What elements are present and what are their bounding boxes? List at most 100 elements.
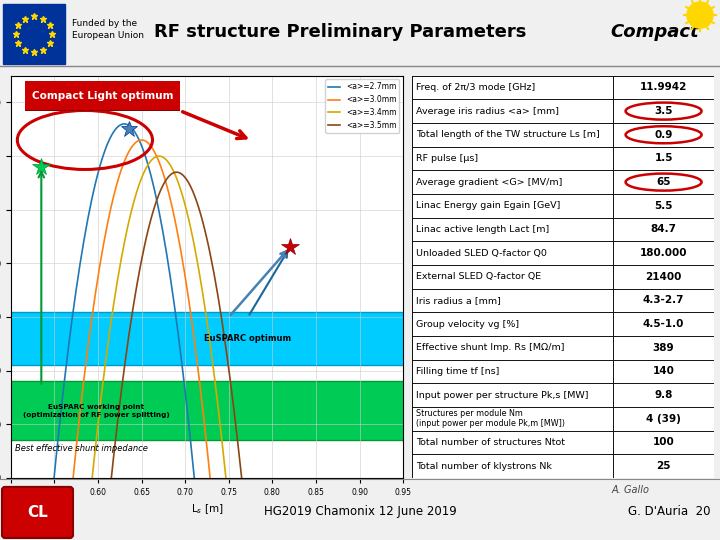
Text: Group velocity vg [%]: Group velocity vg [%]	[416, 320, 520, 328]
<a>=2.7mm	[381, 502, 390, 508]
<a>=3.0mm	[79, 377, 88, 384]
Text: 180.000: 180.000	[640, 248, 688, 258]
<a>=2.7mm	[111, 126, 120, 133]
Bar	[412, 312, 613, 336]
Text: 4.3-2.7: 4.3-2.7	[643, 295, 684, 306]
FancyBboxPatch shape	[0, 381, 720, 440]
Line: <a>=2.7mm: <a>=2.7mm	[11, 124, 403, 505]
<a>=3.0mm	[30, 502, 39, 508]
Bar	[613, 430, 714, 454]
<a>=2.7mm	[367, 502, 376, 508]
Text: 4.5-1.0: 4.5-1.0	[643, 319, 684, 329]
<a>=2.7mm	[30, 502, 39, 508]
Text: 389: 389	[653, 343, 675, 353]
Text: Total number of klystrons Nk: Total number of klystrons Nk	[416, 462, 552, 470]
<a>=3.4mm	[154, 153, 163, 159]
Legend: <a>=2.7mm, <a>=3.0mm, <a>=3.4mm, <a>=3.5mm: <a>=2.7mm, <a>=3.0mm, <a>=3.4mm, <a>=3.5…	[325, 79, 400, 133]
Text: EuSPARC optimum: EuSPARC optimum	[204, 334, 292, 343]
Text: RF structure Preliminary Parameters: RF structure Preliminary Parameters	[154, 23, 526, 41]
Text: HG2019 Chamonix 12 June 2019: HG2019 Chamonix 12 June 2019	[264, 505, 456, 518]
Bar	[613, 218, 714, 241]
Text: A. Gallo: A. Gallo	[612, 485, 650, 495]
<a>=3.0mm	[399, 502, 408, 508]
FancyBboxPatch shape	[2, 487, 73, 538]
Text: 25: 25	[657, 461, 671, 471]
Bar	[613, 123, 714, 146]
<a>=3.5mm	[30, 502, 39, 508]
Bar	[412, 430, 613, 454]
Text: Total length of the TW structure Ls [m]: Total length of the TW structure Ls [m]	[416, 130, 600, 139]
<a>=3.4mm	[367, 502, 376, 508]
Line: <a>=3.0mm: <a>=3.0mm	[11, 140, 403, 505]
Bar	[412, 218, 613, 241]
Bar	[412, 360, 613, 383]
<a>=3.0mm	[381, 502, 390, 508]
<a>=3.4mm	[381, 502, 390, 508]
Bar	[613, 454, 714, 478]
Text: 1.5: 1.5	[654, 153, 672, 164]
Bar	[3, 4, 65, 64]
Text: Compact: Compact	[610, 23, 698, 41]
Bar	[613, 76, 714, 99]
Bar	[412, 265, 613, 288]
Bar	[412, 241, 613, 265]
<a>=3.4mm	[6, 502, 15, 508]
Text: Filling time tf [ns]: Filling time tf [ns]	[416, 367, 500, 376]
Text: 3.5: 3.5	[654, 106, 672, 116]
Bar	[613, 265, 714, 288]
<a>=3.5mm	[79, 502, 88, 508]
Bar	[613, 336, 714, 360]
Text: Linac Energy gain Egain [GeV]: Linac Energy gain Egain [GeV]	[416, 201, 561, 210]
Bar	[613, 312, 714, 336]
Bar	[412, 99, 613, 123]
Text: 4 (39): 4 (39)	[646, 414, 681, 424]
Line: <a>=3.5mm: <a>=3.5mm	[11, 172, 403, 505]
Text: Average gradient <G> [MV/m]: Average gradient <G> [MV/m]	[416, 178, 563, 187]
Text: Linac active length Lact [m]: Linac active length Lact [m]	[416, 225, 549, 234]
Text: 21400: 21400	[645, 272, 682, 282]
Text: 140: 140	[652, 367, 675, 376]
<a>=3.4mm	[79, 502, 88, 508]
Bar	[412, 383, 613, 407]
<a>=3.5mm	[6, 502, 15, 508]
Text: Effective shunt Imp. Rs [MΩ/m]: Effective shunt Imp. Rs [MΩ/m]	[416, 343, 565, 352]
FancyBboxPatch shape	[22, 80, 183, 111]
<a>=2.7mm	[399, 502, 408, 508]
Text: G. D'Auria  20: G. D'Auria 20	[628, 505, 710, 518]
<a>=3.0mm	[367, 502, 376, 508]
<a>=3.0mm	[6, 502, 15, 508]
<a>=3.5mm	[22, 502, 31, 508]
Bar	[613, 241, 714, 265]
<a>=3.4mm	[22, 502, 31, 508]
Bar	[412, 76, 613, 99]
Text: Structures per module Nm
(input power per module Pk,m [MW]): Structures per module Nm (input power pe…	[416, 409, 565, 428]
<a>=3.4mm	[399, 502, 408, 508]
Text: 84.7: 84.7	[651, 225, 677, 234]
<a>=3.4mm	[111, 291, 120, 297]
Text: Iris radius a [mm]: Iris radius a [mm]	[416, 296, 501, 305]
<a>=3.0mm	[137, 137, 145, 143]
Text: Unloaded SLED Q-factor Q0: Unloaded SLED Q-factor Q0	[416, 248, 547, 258]
Bar	[613, 288, 714, 312]
<a>=3.5mm	[381, 502, 390, 508]
Text: 9.8: 9.8	[654, 390, 672, 400]
<a>=3.5mm	[399, 502, 408, 508]
Bar	[613, 407, 714, 430]
Bar	[613, 360, 714, 383]
Bar	[613, 99, 714, 123]
Bar	[613, 170, 714, 194]
<a>=2.7mm	[79, 238, 88, 245]
Bar	[412, 146, 613, 170]
Text: EuSPARC working point
(optimization of RF power splitting): EuSPARC working point (optimization of R…	[23, 404, 170, 417]
Line: <a>=3.4mm: <a>=3.4mm	[11, 156, 403, 505]
<a>=3.5mm	[111, 438, 120, 445]
Bar	[613, 194, 714, 218]
Text: Input power per structure Pk,s [MW]: Input power per structure Pk,s [MW]	[416, 390, 589, 400]
Bar	[412, 123, 613, 146]
Bar	[412, 194, 613, 218]
Text: 11.9942: 11.9942	[640, 83, 688, 92]
<a>=3.0mm	[111, 186, 120, 193]
Text: 0.9: 0.9	[654, 130, 672, 140]
Circle shape	[687, 2, 713, 28]
Bar	[412, 407, 613, 430]
